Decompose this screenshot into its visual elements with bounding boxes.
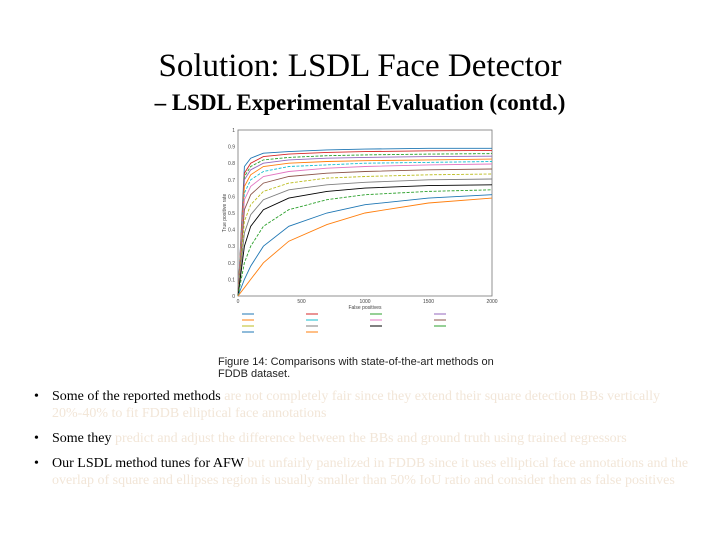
bullet-text: Some of the reported methods xyxy=(52,389,225,404)
series-line xyxy=(237,197,493,297)
y-tick-label: 0.4 xyxy=(228,228,235,234)
series-line xyxy=(237,155,493,297)
y-tick-label: 0.2 xyxy=(228,261,235,267)
y-tick-label: 0.3 xyxy=(228,244,235,250)
x-tick-label: 0 xyxy=(237,299,240,305)
bullet-item: • Some of the reported methods are not co… xyxy=(30,388,700,422)
slide-subtitle: – LSDL Experimental Evaluation (contd.) xyxy=(154,90,566,115)
x-tick-label: 2000 xyxy=(486,299,497,305)
series-line xyxy=(237,168,493,297)
roc-chart: 0 0.1 0.2 0.3 0.4 0.5 0.6 0.7 0.8 0.9 1 0 500 1000 150… xyxy=(222,128,498,333)
series-line xyxy=(237,194,493,297)
bullet-item: • Some they predict and adjust the differ… xyxy=(30,430,700,447)
y-tick-label: 0.6 xyxy=(228,194,235,200)
series-line xyxy=(237,153,493,297)
bullet-dot-icon: • xyxy=(34,389,39,404)
bullet-text: Our LSDL method tunes for AFW xyxy=(52,456,248,471)
bullet-dot-icon: • xyxy=(34,456,39,471)
y-tick-label: 0 xyxy=(232,294,235,300)
series-line xyxy=(237,158,493,297)
y-tick-label: 0.5 xyxy=(228,211,235,217)
y-tick-label: 0.8 xyxy=(228,161,235,167)
roc-figure: 0 0.1 0.2 0.3 0.4 0.5 0.6 0.7 0.8 0.9 1 0 500 1000 150… xyxy=(218,126,500,386)
slide-title: Solution: LSDL Face Detector xyxy=(158,48,562,84)
series-line xyxy=(237,149,493,297)
bullet-text-faded: are not completely fair since they exten… xyxy=(52,389,661,421)
y-tick-label: 0.7 xyxy=(228,178,235,184)
bullet-dot-icon: • xyxy=(34,431,39,446)
y-axis-label: True positive rate xyxy=(222,194,228,233)
y-tick-label: 1 xyxy=(232,128,235,134)
bullet-text-faded: predict and adjust the difference betwee… xyxy=(115,431,627,446)
y-tick-label: 0.1 xyxy=(228,277,235,283)
bullet-item: • Our LSDL method tunes for AFW but unfai… xyxy=(30,455,700,489)
bullet-text-faded: but unfairly panelized in FDDB since it … xyxy=(52,456,689,488)
x-tick-label: 1000 xyxy=(359,299,370,305)
bullet-list: • Some of the reported methods are not co… xyxy=(30,388,700,497)
x-tick-label: 1500 xyxy=(423,299,434,305)
series-line xyxy=(237,173,493,297)
x-axis-label: False positives xyxy=(348,305,382,311)
series-line xyxy=(237,161,493,297)
series-line xyxy=(237,163,493,297)
series-line xyxy=(237,147,492,297)
series-line xyxy=(237,178,493,297)
series-line xyxy=(237,184,493,297)
series-line xyxy=(237,189,493,297)
bullet-text: Some they xyxy=(52,431,115,446)
x-tick-label: 500 xyxy=(297,299,306,305)
figure-caption: Figure 14: Comparisons with state-of-the… xyxy=(218,356,494,380)
y-tick-label: 0.9 xyxy=(228,145,235,151)
